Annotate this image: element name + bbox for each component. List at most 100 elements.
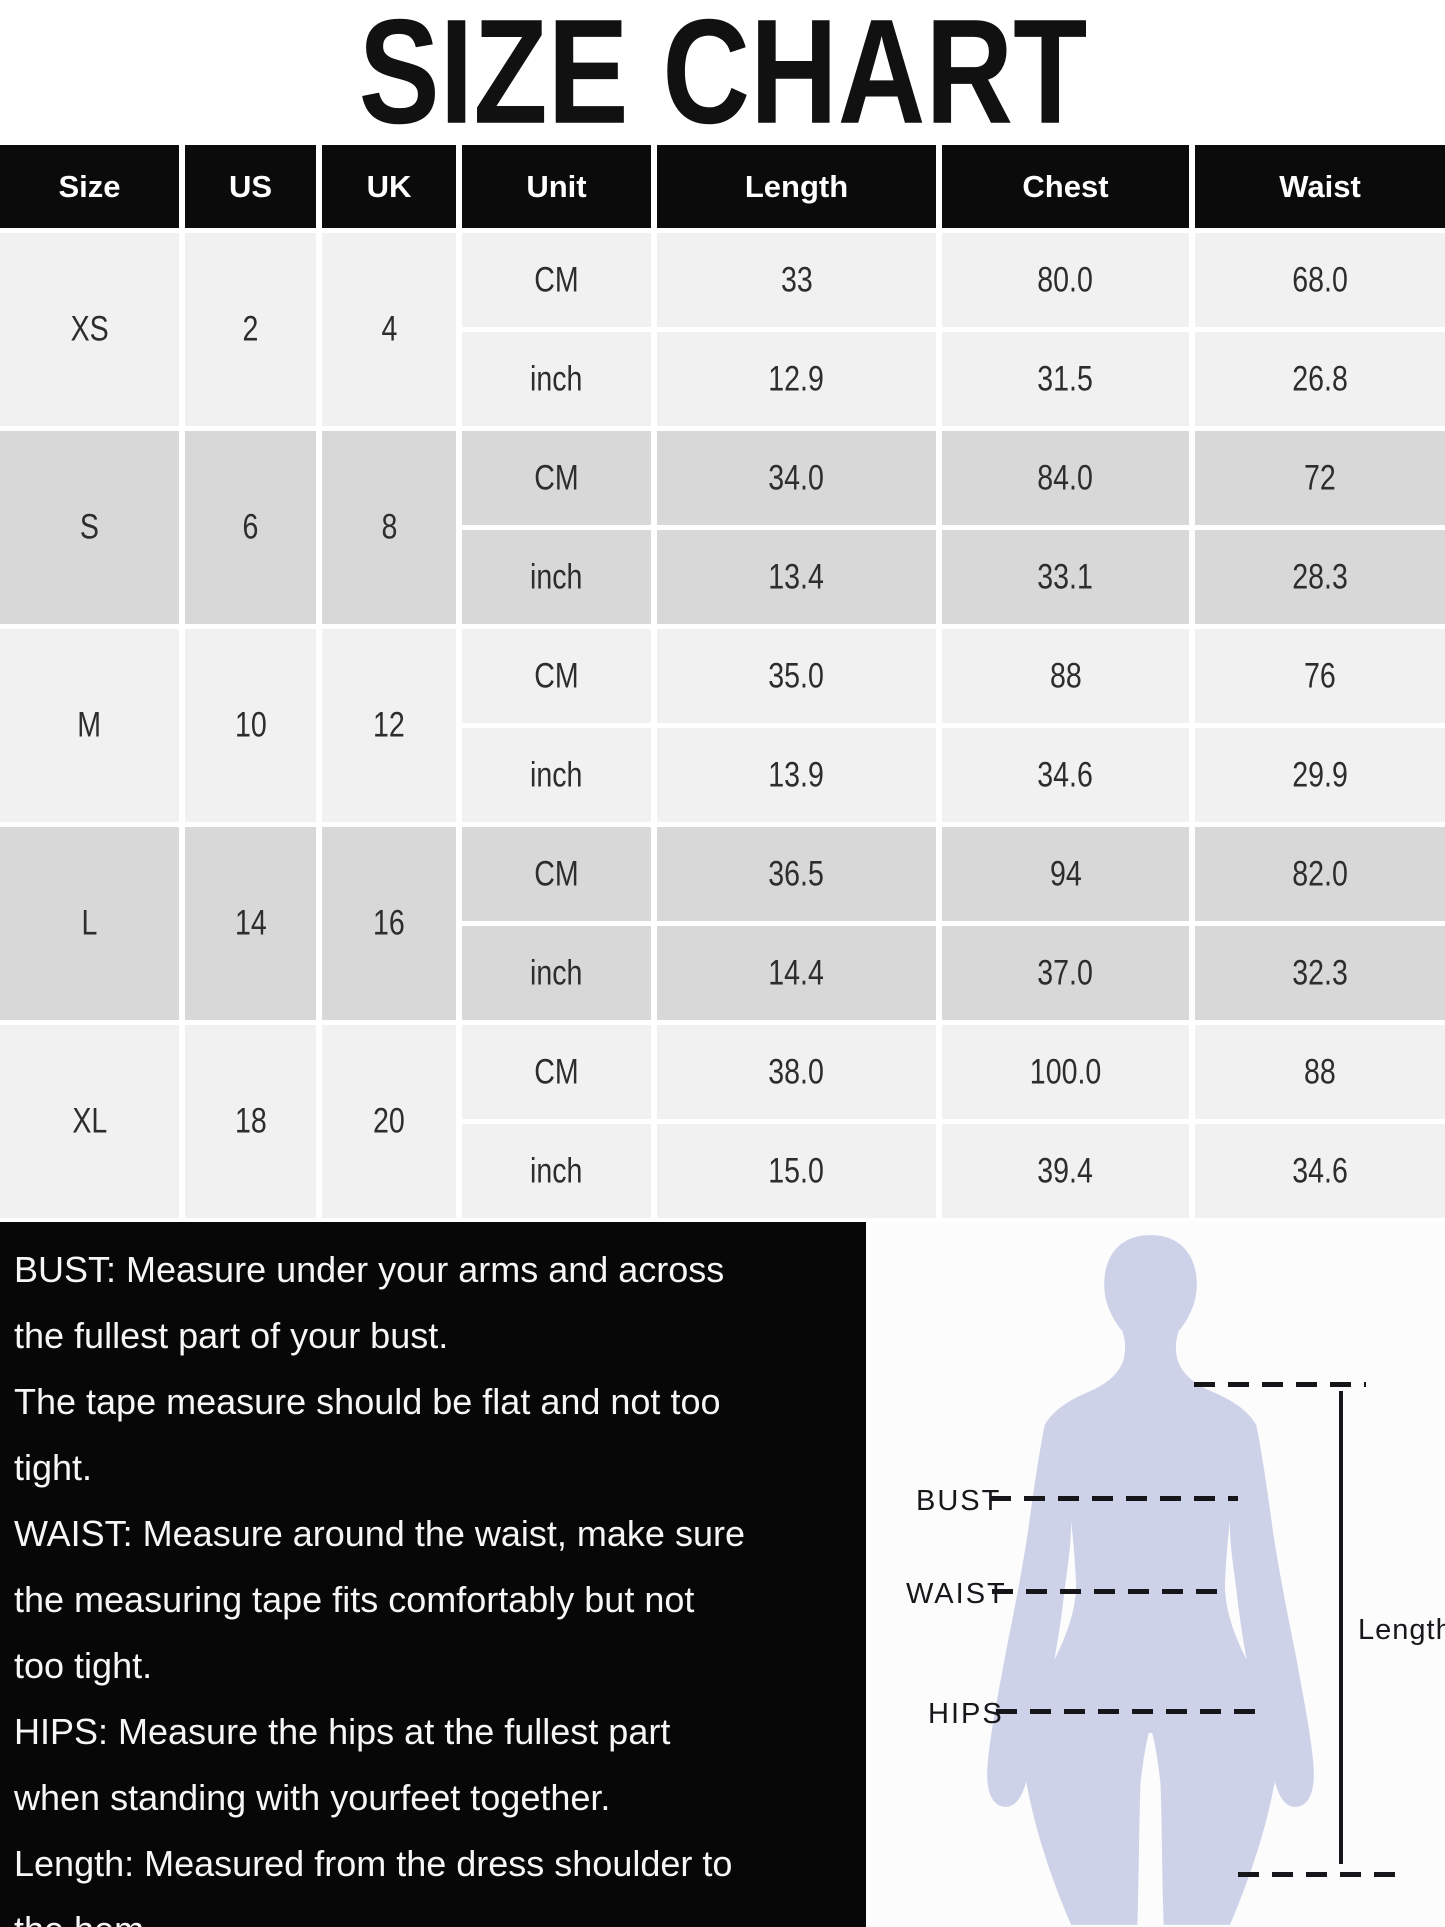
- xs-cm-chest-cell: 80.0: [942, 233, 1189, 327]
- xl-us-value: 18: [234, 1101, 267, 1141]
- header-us: US: [185, 145, 316, 228]
- size-row-m: M 10 12 CM 35.0 88 76 inch 13.9 34.6 29.…: [0, 629, 1445, 822]
- m-uk-cell: 12: [322, 629, 456, 822]
- xs-inch-chest-cell: 31.5: [942, 332, 1189, 426]
- header-length: Length: [657, 145, 936, 228]
- header-uk: UK: [322, 145, 456, 228]
- note-line: Length: Measured from the dress shoulder…: [14, 1843, 733, 1884]
- hem-dashed-line: [1238, 1872, 1396, 1877]
- xs-unit-inch-cell: inch: [462, 332, 651, 426]
- header-length-label: Length: [744, 168, 849, 204]
- s-cm-length: 34.0: [768, 457, 825, 498]
- header-size: Size: [0, 145, 179, 228]
- size-row-xs: XS 2 4 CM 33 80.0 68.0 inch 12.9 31.5 26…: [0, 233, 1445, 426]
- m-us-value: 10: [234, 705, 267, 745]
- s-uk-value: 8: [381, 507, 397, 547]
- m-size-value: M: [77, 705, 102, 745]
- page-title: SIZE CHART: [358, 0, 1087, 155]
- table-header-row: Size US UK Unit Length Chest Waist: [0, 145, 1445, 228]
- xs-us-cell: 2: [185, 233, 316, 426]
- m-unit-inch-cell: inch: [462, 728, 651, 822]
- s-unit-inch-cell: inch: [462, 530, 651, 624]
- xl-size-cell: XL: [0, 1025, 179, 1218]
- m-cm-waist: 76: [1304, 655, 1336, 696]
- header-chest-label: Chest: [1022, 168, 1109, 204]
- m-inch-waist: 29.9: [1292, 754, 1348, 795]
- l-cm-length: 36.5: [768, 853, 825, 894]
- l-inch-length-cell: 14.4: [657, 926, 936, 1020]
- xs-size-cell: XS: [0, 233, 179, 426]
- hips-dashed-line: [996, 1709, 1268, 1714]
- title-wrap: SIZE CHART: [0, 0, 1445, 155]
- l-cm-waist: 82.0: [1292, 853, 1348, 894]
- s-size-value: S: [79, 507, 100, 547]
- l-unit-cm: CM: [534, 853, 579, 894]
- xs-cm-chest: 80.0: [1037, 259, 1094, 300]
- xl-cm-chest-cell: 100.0: [942, 1025, 1189, 1119]
- l-uk-cell: 16: [322, 827, 456, 1020]
- s-inch-length-cell: 13.4: [657, 530, 936, 624]
- size-row-s: S 6 8 CM 34.0 84.0 72 inch 13.4 33.1 28.…: [0, 431, 1445, 624]
- header-unit: Unit: [462, 145, 651, 228]
- xs-cm-length-cell: 33: [657, 233, 936, 327]
- l-cm-length-cell: 36.5: [657, 827, 936, 921]
- xl-us-cell: 18: [185, 1025, 316, 1218]
- header-chest: Chest: [942, 145, 1189, 228]
- xs-unit-inch: inch: [530, 358, 583, 399]
- s-cm-length-cell: 34.0: [657, 431, 936, 525]
- bust-dashed-line: [990, 1496, 1238, 1501]
- note-line: the measuring tape fits comfortably but …: [14, 1579, 695, 1620]
- m-inch-length: 13.9: [768, 754, 825, 795]
- measurement-diagram: BUST WAIST HIPS Length: [866, 1222, 1445, 1927]
- size-row-l: L 14 16 CM 36.5 94 82.0 inch 14.4 37.0 3…: [0, 827, 1445, 1020]
- l-inch-waist: 32.3: [1292, 952, 1348, 993]
- l-inch-waist-cell: 32.3: [1195, 926, 1445, 1020]
- m-cm-length: 35.0: [768, 655, 825, 696]
- m-unit-cm: CM: [534, 655, 579, 696]
- header-waist-label: Waist: [1279, 168, 1361, 204]
- l-cm-chest: 94: [1049, 853, 1082, 894]
- note-line: HIPS: Measure the hips at the fullest pa…: [14, 1711, 671, 1752]
- waist-dashed-line: [992, 1589, 1222, 1594]
- s-us-cell: 6: [185, 431, 316, 624]
- xs-inch-chest: 31.5: [1037, 358, 1094, 399]
- size-row-xl: XL 18 20 CM 38.0 100.0 88 inch 15.0 39.4…: [0, 1025, 1445, 1218]
- s-cm-waist-cell: 72: [1195, 431, 1445, 525]
- l-cm-waist-cell: 82.0: [1195, 827, 1445, 921]
- note-line: tight.: [14, 1447, 93, 1488]
- bottom-section: BUST: Measure under your arms and across…: [0, 1222, 1445, 1927]
- xl-size-value: XL: [72, 1101, 107, 1141]
- xl-cm-chest: 100.0: [1029, 1051, 1102, 1092]
- m-inch-length-cell: 13.9: [657, 728, 936, 822]
- l-unit-inch: inch: [530, 952, 583, 993]
- l-cm-chest-cell: 94: [942, 827, 1189, 921]
- xs-unit-cm-cell: CM: [462, 233, 651, 327]
- m-unit-inch: inch: [530, 754, 583, 795]
- size-table: Size US UK Unit Length Chest Waist XS 2 …: [0, 145, 1445, 1223]
- l-inch-length: 14.4: [768, 952, 825, 993]
- s-cm-waist: 72: [1304, 457, 1336, 498]
- l-inch-chest-cell: 37.0: [942, 926, 1189, 1020]
- xs-cm-waist: 68.0: [1292, 259, 1348, 300]
- xs-us-value: 2: [242, 309, 259, 349]
- hips-label: HIPS: [928, 1698, 1004, 1730]
- m-cm-chest-cell: 88: [942, 629, 1189, 723]
- note-line: when standing with yourfeet together.: [14, 1777, 611, 1818]
- s-inch-waist: 28.3: [1292, 556, 1348, 597]
- header-size-label: Size: [58, 168, 121, 204]
- s-cm-chest: 84.0: [1037, 457, 1094, 498]
- m-unit-cm-cell: CM: [462, 629, 651, 723]
- shoulder-dashed-line: [1194, 1382, 1366, 1387]
- l-us-value: 14: [234, 903, 267, 943]
- s-us-value: 6: [242, 507, 259, 547]
- s-inch-chest: 33.1: [1037, 556, 1094, 597]
- bust-label: BUST: [916, 1485, 1002, 1517]
- l-unit-cm-cell: CM: [462, 827, 651, 921]
- note-line: The tape measure should be flat and not …: [14, 1381, 721, 1422]
- s-size-cell: S: [0, 431, 179, 624]
- xs-cm-waist-cell: 68.0: [1195, 233, 1445, 327]
- xl-cm-length-cell: 38.0: [657, 1025, 936, 1119]
- m-us-cell: 10: [185, 629, 316, 822]
- length-label: Length: [1358, 1614, 1445, 1646]
